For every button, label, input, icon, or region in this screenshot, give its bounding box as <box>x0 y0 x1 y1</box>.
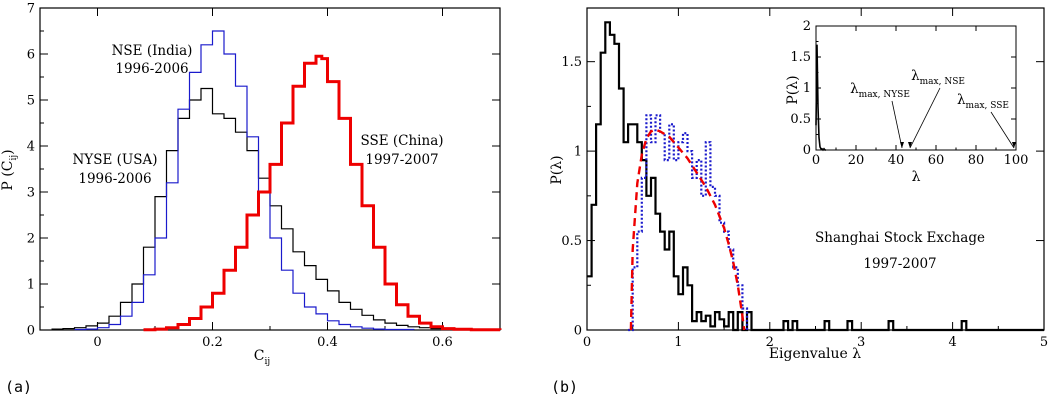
inset-arrow <box>891 100 903 149</box>
b-x-tick-label: 3 <box>857 335 865 350</box>
inset-arrow <box>909 87 941 149</box>
x-axis-label-a: Cij <box>254 348 270 367</box>
annotation-nyse: NYSE (USA) <box>72 152 157 168</box>
inset-x-tick-label: 40 <box>888 153 905 168</box>
inset-lambda-label: λmax, NSE <box>911 68 965 87</box>
inset-series-line <box>815 44 826 152</box>
a-y-tick-label: 3 <box>27 186 35 201</box>
annotation-nse: NSE (India) <box>112 43 193 59</box>
a-x-tick-label: 0.4 <box>317 335 338 350</box>
inset-x-tick-label: 80 <box>968 153 985 168</box>
series-group-a <box>51 30 502 332</box>
b-y-tick-label: 1.5 <box>561 55 582 70</box>
annotation-sse-years: 1997-2007 <box>365 152 438 168</box>
a-y-tick-label: 6 <box>27 48 35 63</box>
inset-lambda-label: λmax, NYSE <box>850 81 910 100</box>
inset-y-tick-label: 1 <box>803 81 811 96</box>
a-y-tick-label: 5 <box>27 94 35 109</box>
y-axis-label-b: P(λ) <box>549 155 565 184</box>
panel-b: 0 1 2 3 4 5 0 0.5 1 1.5 Shanghai Stock Exchage 19… <box>549 7 1048 396</box>
b-y-tick-label: 1 <box>574 145 582 160</box>
panel-label-a: (a) <box>5 378 32 396</box>
inset-x-tick-label: 20 <box>848 153 865 168</box>
b-x-tick-label: 0 <box>583 335 591 350</box>
a-x-tick-label: 0 <box>93 335 101 350</box>
a-x-tick-label: 0.2 <box>202 335 223 350</box>
inset-y-tick-label: 1.5 <box>790 50 811 65</box>
inset-arrow-head <box>908 142 912 148</box>
panel-a: 0 0.2 0.4 0.6 0 1 2 3 4 5 6 7 NSE (India) 1996-2006… <box>0 2 502 396</box>
inset-y-tick-label: 2 <box>803 19 811 34</box>
b-x-tick-label: 5 <box>1040 335 1048 350</box>
inset-frame <box>815 25 1017 151</box>
b-y-tick-label: 0 <box>574 324 582 339</box>
series-line-a-2 <box>143 54 502 332</box>
b-y-tick-label: 0.5 <box>561 234 582 249</box>
panel-label-b: (b) <box>551 378 578 396</box>
inset-x-axis-label: λ <box>912 169 921 185</box>
inset-lambda-label: λmax, SSE <box>957 92 1009 111</box>
inset-y-tick-label: 0 <box>803 143 811 158</box>
series-group-b <box>587 21 1044 332</box>
inset-y-axis-label: P(λ) <box>785 75 801 104</box>
inset-x-tick-label: 100 <box>1004 153 1029 168</box>
series-line-a-0 <box>51 87 472 331</box>
a-y-tick-label: 1 <box>27 278 35 293</box>
series-line-b-2 <box>629 128 746 331</box>
x-axis-label-b: Eigenvalue λ <box>769 346 861 362</box>
a-x-tick-label: 0.6 <box>432 335 453 350</box>
annotation-shanghai-years: 1997-2007 <box>863 256 936 272</box>
annotation-shanghai: Shanghai Stock Exchage <box>815 230 985 246</box>
a-y-tick-label: 0 <box>27 324 35 339</box>
inset-series-group <box>815 44 826 152</box>
a-y-tick-label: 4 <box>27 140 35 155</box>
annotation-nyse-years: 1996-2006 <box>78 171 151 187</box>
annotation-nse-years: 1996-2006 <box>115 61 188 77</box>
inset-arrow <box>990 111 1015 149</box>
inset-arrow-head <box>900 142 904 148</box>
a-y-tick-label: 2 <box>27 232 35 247</box>
b-x-tick-label: 4 <box>948 335 956 350</box>
inset-axis-ticks: 0 20 40 60 80 100 0 0.5 1 1.5 2 <box>790 19 1028 168</box>
a-y-tick-label: 7 <box>27 2 35 17</box>
b-x-tick-label: 1 <box>674 335 682 350</box>
inset-x-tick-label: 60 <box>928 153 945 168</box>
series-line-b-0 <box>587 21 1044 332</box>
inset-arrow-head <box>1012 142 1016 148</box>
series-line-a-1 <box>74 30 415 331</box>
inset-x-tick-label: 0 <box>812 153 820 168</box>
axis-ticks-a: 0 0.2 0.4 0.6 0 1 2 3 4 5 6 7 <box>27 2 500 350</box>
inset-y-tick-label: 0.5 <box>790 112 811 127</box>
annotation-sse: SSE (China) <box>360 133 443 149</box>
series-line-b-1 <box>628 114 749 332</box>
y-axis-label-a: P (Cij) <box>0 149 19 190</box>
b-x-tick-label: 2 <box>766 335 774 350</box>
axis-ticks-b: 0 1 2 3 4 5 0 0.5 1 1.5 <box>561 8 1048 350</box>
